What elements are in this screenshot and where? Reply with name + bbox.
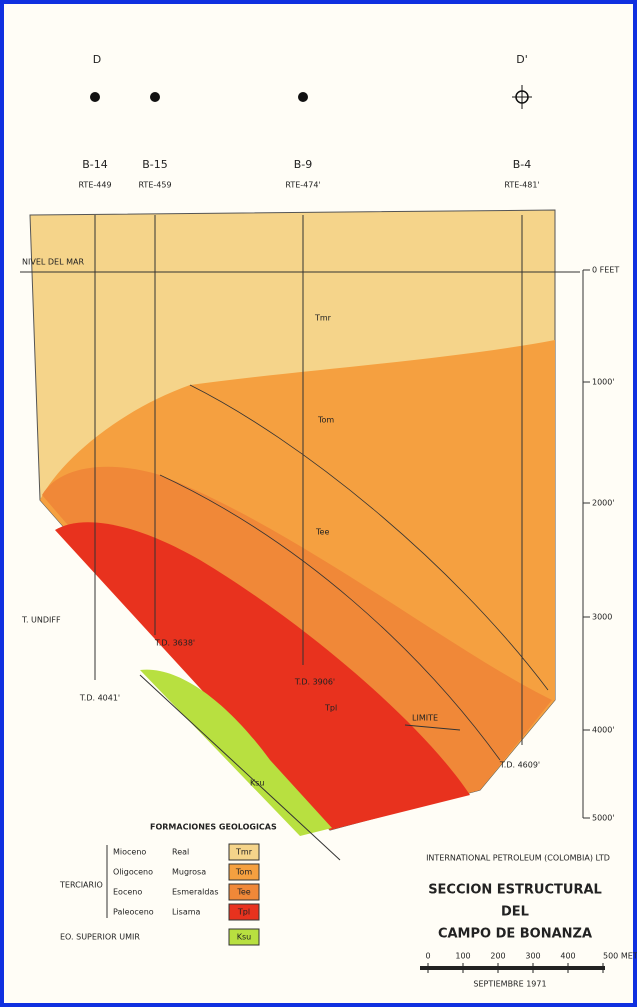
depth-label: 5000' — [592, 814, 615, 823]
legend-label: EO. SUPERIOR UMIR — [60, 933, 140, 942]
well-elevation: RTE-474' — [285, 181, 320, 190]
legend-epoch: Mioceno — [113, 848, 146, 857]
well-name: B-14 — [82, 158, 108, 171]
limit-label: LIMITE — [412, 714, 438, 723]
legend-code: Tmr — [235, 848, 253, 857]
title-line: SECCION ESTRUCTURAL — [428, 883, 602, 898]
legend-epoch: Eoceno — [113, 888, 142, 897]
legend-formation: Real — [172, 848, 189, 857]
undiff-label: T. UNDIFF — [21, 616, 61, 625]
scale-label: 0 — [425, 952, 430, 961]
well-elevation: RTE-459 — [138, 181, 171, 190]
well-name: B-15 — [142, 158, 168, 171]
formation-label: Tom — [317, 416, 334, 425]
company: INTERNATIONAL PETROLEUM (COLOMBIA) LTD — [426, 854, 610, 863]
well-name: B-9 — [294, 158, 313, 171]
legend-code: Ksu — [237, 933, 251, 942]
depth-label: 2000' — [592, 499, 615, 508]
legend-title: FORMACIONES GEOLOGICAS — [150, 823, 277, 832]
legend-code: Tee — [236, 888, 250, 897]
cross-section-page: D D' NIVEL DEL MAR T. UNDIFF LIMITE FORM… — [0, 0, 637, 1007]
legend-code: Tpl — [237, 908, 250, 917]
legend-group: TERCIARIO — [59, 881, 103, 890]
well-elevation: RTE-481' — [504, 181, 539, 190]
total-depth: T.D. 3906' — [294, 678, 335, 687]
well-symbol — [90, 92, 100, 102]
legend-formation: Esmeraldas — [172, 888, 219, 897]
section-mark: D — [93, 53, 101, 66]
scale-label: 300 — [525, 952, 540, 961]
sea-level-label: NIVEL DEL MAR — [22, 258, 84, 267]
depth-label: 4000' — [592, 726, 615, 735]
scale-label: 100 — [455, 952, 470, 961]
well-elevation: RTE-449 — [78, 181, 111, 190]
scale-label: 400 — [560, 952, 575, 961]
legend-formation: Mugrosa — [172, 868, 206, 877]
total-depth: T.D. 3638' — [154, 639, 195, 648]
total-depth: T.D. 4041' — [79, 694, 120, 703]
depth-label: 1000' — [592, 378, 615, 387]
section-mark: D' — [516, 53, 528, 66]
formation-label: Tee — [315, 528, 329, 537]
well-symbol — [150, 92, 160, 102]
date: SEPTIEMBRE 1971 — [473, 980, 546, 989]
scale-label: 500 METROS — [603, 952, 637, 961]
scale-label: 200 — [490, 952, 505, 961]
title-line: CAMPO DE BONANZA — [438, 927, 592, 942]
depth-label: 3000 — [592, 613, 612, 622]
title-line: DEL — [501, 905, 529, 920]
depth-label: 0 FEET — [592, 266, 619, 275]
formation-label: Tpl — [324, 704, 337, 713]
legend-epoch: Paleoceno — [113, 908, 154, 917]
formation-label: Tmr — [314, 314, 332, 323]
well-name: B-4 — [513, 158, 532, 171]
well-symbol — [298, 92, 308, 102]
legend-epoch: Oligoceno — [113, 868, 153, 877]
legend-formation: Lisama — [172, 908, 201, 917]
total-depth: T.D. 4609' — [499, 761, 540, 770]
formation-label: Ksu — [250, 779, 264, 788]
legend-code: Tom — [235, 868, 252, 877]
